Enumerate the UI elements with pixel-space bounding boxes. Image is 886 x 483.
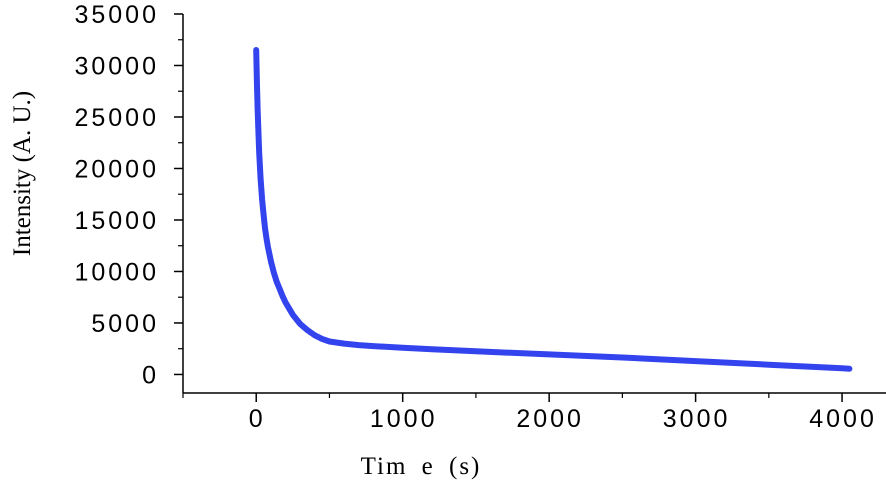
y-tick-label: 35000 xyxy=(74,1,159,29)
y-tick-label: 5000 xyxy=(91,310,159,338)
y-tick-label: 10000 xyxy=(74,258,159,286)
x-tick-label: 0 xyxy=(249,405,266,433)
y-ticks: 0 5000 10000 15000 20000 25000 30000 35000 xyxy=(74,1,183,389)
x-tick-label: 4000 xyxy=(809,405,877,433)
y-tick-label: 15000 xyxy=(74,207,159,235)
x-ticks: 0 1000 2000 3000 4000 xyxy=(182,393,877,433)
y-tick-label: 30000 xyxy=(74,52,159,80)
series-line-0 xyxy=(253,47,853,372)
x-tick-label: 2000 xyxy=(516,405,584,433)
axes xyxy=(182,14,886,394)
series-layer xyxy=(253,47,853,372)
x-tick-label: 3000 xyxy=(663,405,731,433)
y-axis-title: Intensity (A. U.) xyxy=(9,91,36,256)
y-tick-label: 25000 xyxy=(74,104,159,132)
y-tick-label: 20000 xyxy=(74,155,159,183)
x-tick-label: 1000 xyxy=(370,405,438,433)
x-axis-title: Tim e (s) xyxy=(361,453,482,480)
y-tick-label: 0 xyxy=(142,361,159,389)
